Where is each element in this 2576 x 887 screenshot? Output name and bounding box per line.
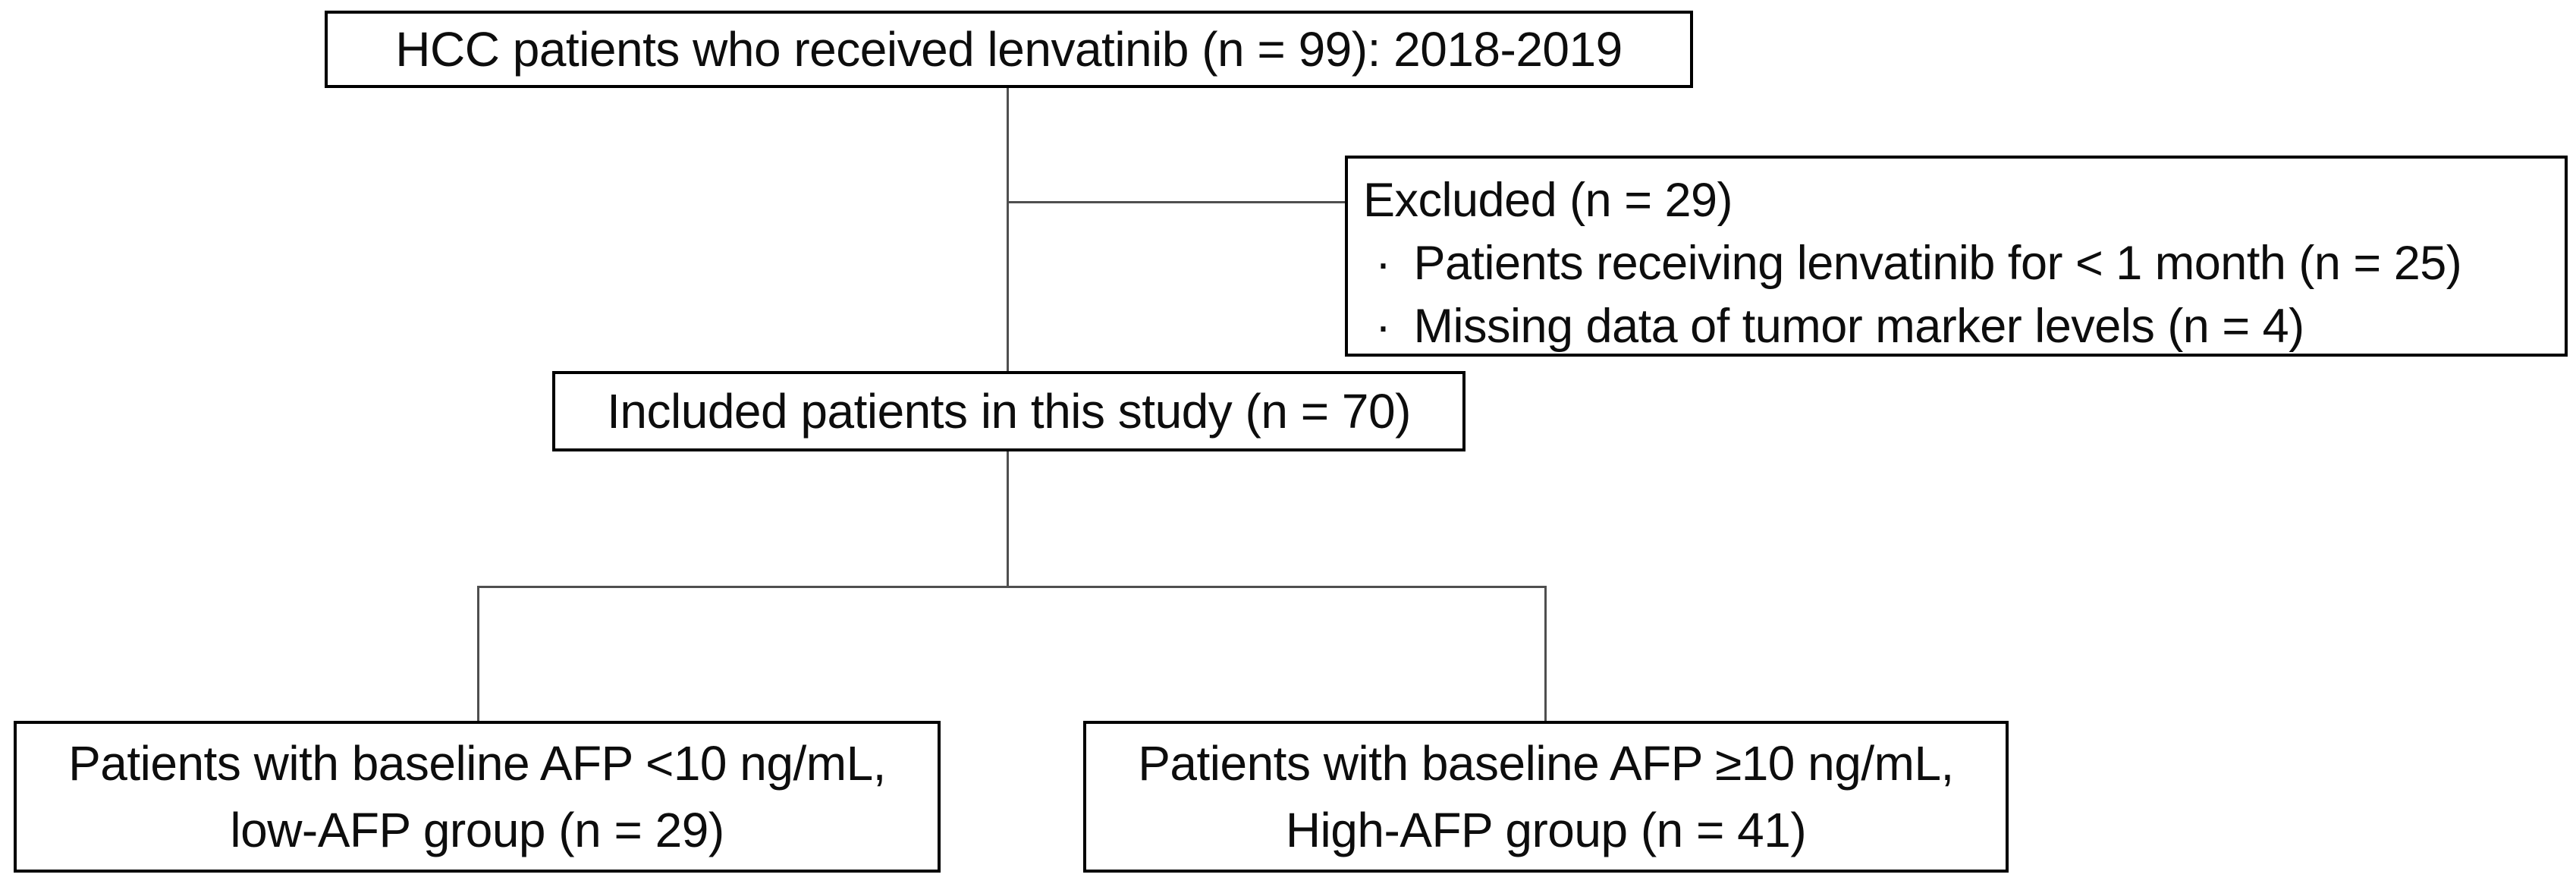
box-hcc-patients-label: HCC patients who received lenvatinib (n … xyxy=(395,22,1623,77)
box-included-label: Included patients in this study (n = 70) xyxy=(607,384,1411,439)
connector-branch-to-low-afp xyxy=(477,586,479,722)
connector-top-to-included xyxy=(1007,88,1009,373)
connector-to-excluded xyxy=(1007,201,1345,203)
connector-included-to-branch xyxy=(1007,451,1009,588)
box-excluded: Excluded (n = 29) · Patients receiving l… xyxy=(1345,156,2568,357)
box-high-afp-group: Patients with baseline AFP ≥10 ng/mL, Hi… xyxy=(1083,721,2009,873)
high-afp-line2: High-AFP group (n = 41) xyxy=(1285,803,1807,857)
connector-branch-bar xyxy=(477,586,1547,588)
low-afp-line2: low-AFP group (n = 29) xyxy=(230,803,724,857)
excluded-item-label: Missing data of tumor marker levels (n =… xyxy=(1413,300,2304,353)
box-included: Included patients in this study (n = 70) xyxy=(552,371,1465,451)
bullet-icon: · xyxy=(1375,300,1391,353)
high-afp-line1: Patients with baseline AFP ≥10 ng/mL, xyxy=(1138,736,1954,791)
box-low-afp-group: Patients with baseline AFP <10 ng/mL, lo… xyxy=(14,721,941,873)
low-afp-line1: Patients with baseline AFP <10 ng/mL, xyxy=(68,736,886,791)
connector-branch-to-high-afp xyxy=(1544,586,1547,722)
box-hcc-patients: HCC patients who received lenvatinib (n … xyxy=(325,11,1693,88)
excluded-item-label: Patients receiving lenvatinib for < 1 mo… xyxy=(1413,237,2462,290)
bullet-icon: · xyxy=(1375,237,1391,290)
excluded-item: · Patients receiving lenvatinib for < 1 … xyxy=(1363,232,2462,295)
excluded-item: · Missing data of tumor marker levels (n… xyxy=(1363,295,2304,358)
excluded-title: Excluded (n = 29) xyxy=(1363,174,1733,227)
